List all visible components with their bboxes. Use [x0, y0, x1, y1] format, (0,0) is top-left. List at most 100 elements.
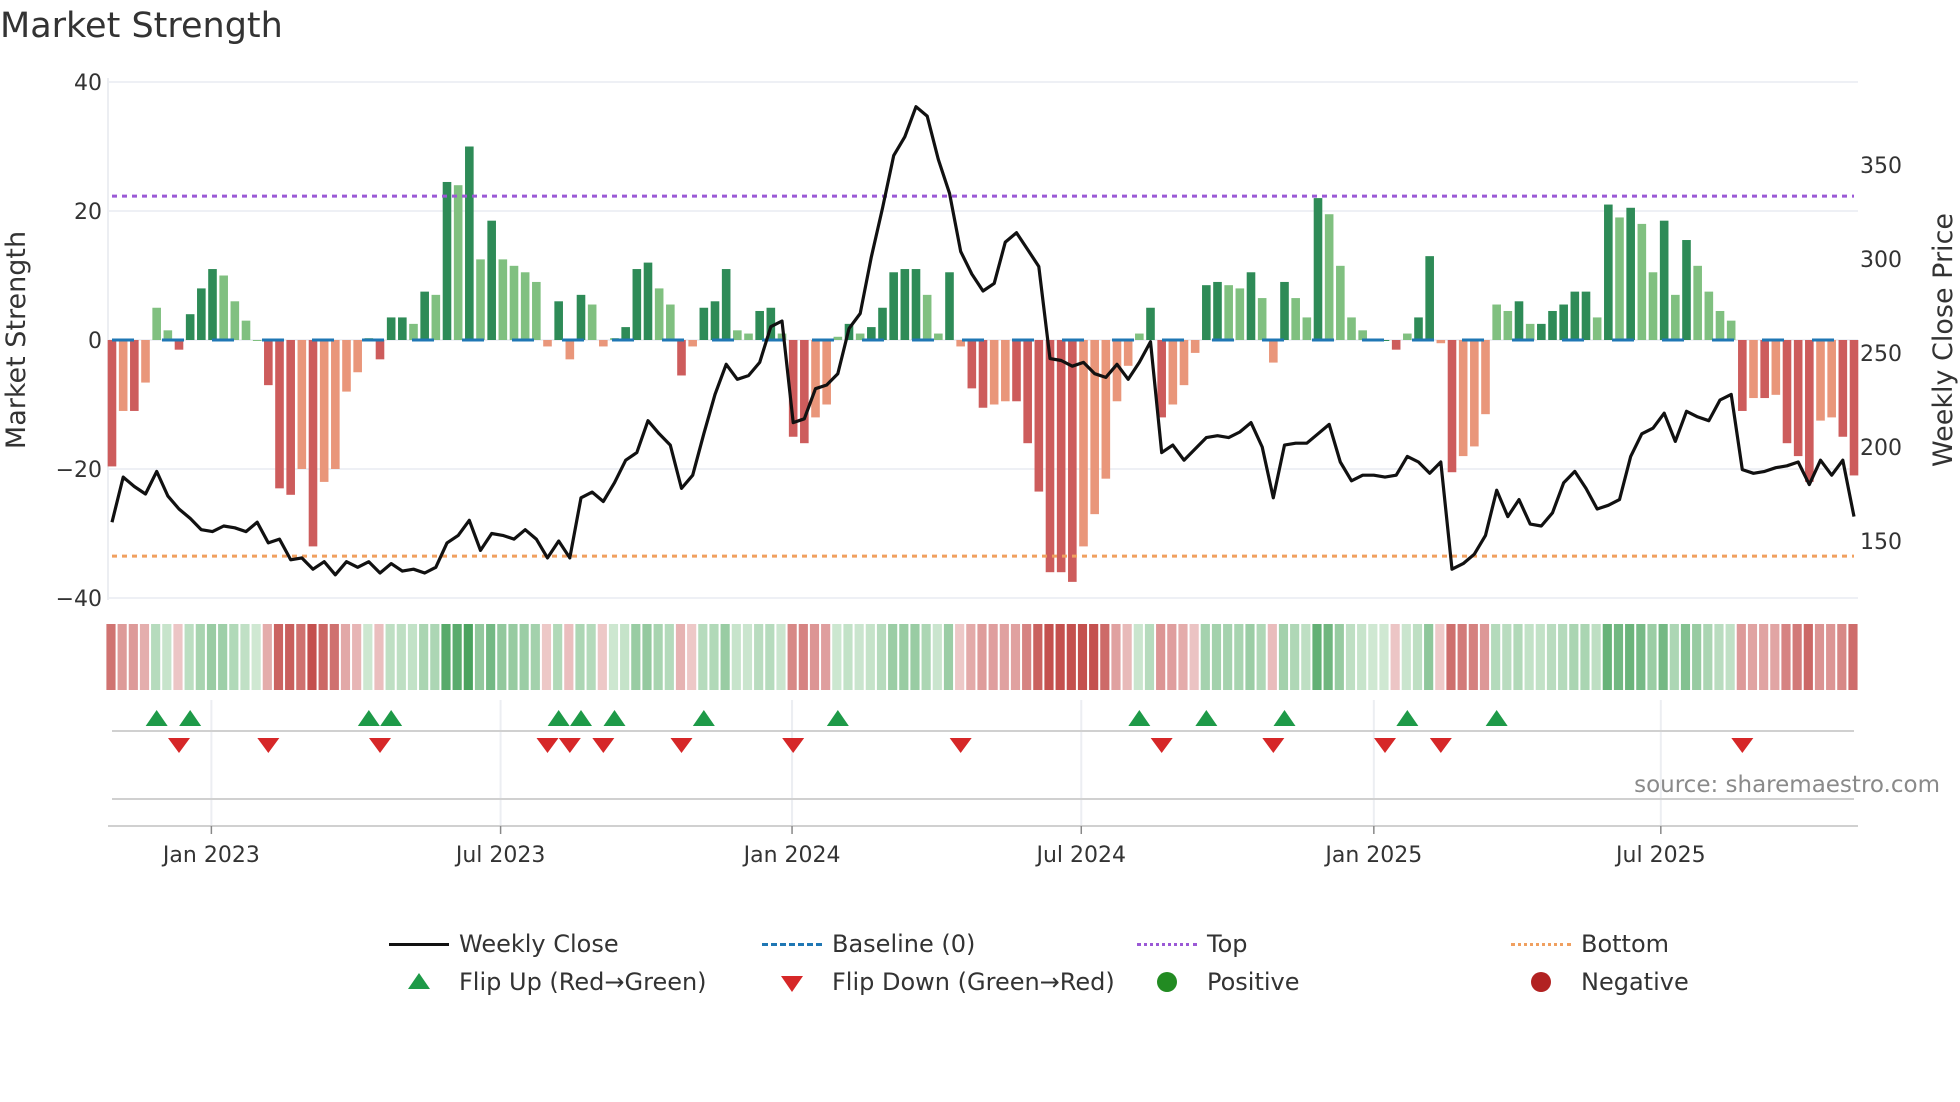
heat-strip-cell — [1848, 624, 1858, 690]
x-tick-label: Jan 2025 — [1323, 843, 1422, 868]
strength-bar — [1704, 291, 1714, 340]
strength-bar — [398, 317, 407, 340]
flip-down-marker — [1731, 738, 1754, 753]
legend-label: Negative — [1581, 968, 1689, 996]
heat-strip-cell — [374, 624, 384, 690]
heat-strip-cell — [1267, 624, 1277, 690]
heat-strip-cell — [1334, 624, 1344, 690]
heat-strip-cell — [1167, 624, 1177, 690]
strength-bar — [1168, 340, 1178, 405]
strength-bar — [118, 340, 128, 411]
strength-bar — [1581, 291, 1591, 340]
heat-strip-cell — [1245, 624, 1255, 690]
dashed-line-swatch-icon — [762, 932, 822, 956]
flip-up-marker — [1485, 710, 1508, 726]
y2-tick-label: 150 — [1860, 530, 1902, 555]
heat-strip-cell — [1412, 624, 1423, 690]
strength-bar — [855, 333, 865, 340]
heat-strip-cell — [318, 624, 328, 690]
legend-label: Positive — [1207, 968, 1300, 996]
strength-bar — [688, 340, 697, 347]
heat-strip-cell — [1111, 624, 1121, 690]
strength-bar — [1481, 340, 1490, 415]
strength-bar — [922, 294, 932, 340]
strength-bar — [1280, 281, 1289, 340]
flip-down-marker — [536, 738, 559, 753]
y2-axis-label: Weekly Close Price — [1928, 213, 1959, 467]
strength-bar — [520, 272, 530, 340]
strength-bar — [1179, 340, 1189, 386]
heat-strip-cell — [206, 624, 217, 690]
flip-up-marker — [570, 710, 592, 726]
strength-bar — [643, 262, 653, 340]
strength-bar — [744, 333, 753, 340]
legend-item-weekly-close[interactable]: Weekly Close — [389, 930, 619, 958]
flip-up-marker — [357, 710, 380, 726]
y-tick-label: 0 — [88, 329, 102, 354]
heat-strip-cell — [1647, 624, 1657, 690]
heat-strip-cell — [999, 624, 1009, 690]
heat-strip-cell — [117, 624, 127, 690]
strength-bar — [252, 340, 262, 341]
strength-bar — [599, 340, 608, 347]
heat-strip-cell — [832, 624, 842, 690]
strength-bar — [174, 340, 184, 350]
strength-bar — [1604, 204, 1613, 340]
strength-bar — [163, 330, 173, 340]
heat-strip-cell — [1591, 624, 1601, 690]
heat-strip-cell — [1357, 624, 1367, 690]
legend-item-top[interactable]: Top — [1137, 930, 1248, 958]
strength-bar — [1548, 310, 1557, 340]
heat-strip-cell — [296, 624, 306, 690]
heat-strip-cell — [363, 624, 373, 690]
heat-strip-cell — [1770, 624, 1780, 690]
strength-bar — [297, 340, 307, 469]
legend-item-flip-up[interactable]: Flip Up (Red→Green) — [389, 968, 707, 996]
strength-bar — [1715, 310, 1725, 340]
strength-bar — [900, 269, 910, 340]
heat-strip-cell — [218, 624, 228, 690]
flip-down-marker — [1374, 738, 1396, 753]
flip-down-marker — [558, 738, 581, 753]
legend-item-baseline[interactable]: Baseline (0) — [762, 930, 975, 958]
strength-bar — [1213, 281, 1222, 340]
strength-bar — [1347, 317, 1356, 340]
legend-item-flip-down[interactable]: Flip Down (Green→Red) — [762, 968, 1115, 996]
strength-bar — [532, 281, 541, 340]
heat-strip-cell — [787, 624, 797, 690]
y-tick-label: 40 — [74, 71, 102, 96]
legend-label: Flip Up (Red→Green) — [459, 968, 707, 996]
y-axis-label: Market Strength — [1, 231, 32, 449]
heat-strip-cell — [1669, 624, 1679, 690]
heat-strip-cell — [608, 624, 619, 690]
heat-strip-cell — [631, 624, 641, 690]
x-tick-label: Jul 2023 — [454, 843, 546, 868]
heat-strip-cell — [1033, 624, 1043, 690]
strength-bar — [1648, 272, 1658, 340]
strength-bar — [1503, 310, 1513, 340]
strength-bar — [241, 320, 251, 340]
strength-bar — [264, 340, 273, 386]
strength-bar — [1559, 304, 1568, 340]
strength-bar — [130, 340, 139, 411]
dotted-line-swatch-icon — [1137, 932, 1197, 956]
heat-strip-cell — [519, 624, 529, 690]
heat-strip-cell — [1055, 624, 1065, 690]
legend-item-negative[interactable]: Negative — [1511, 968, 1689, 996]
strength-bar — [1414, 317, 1423, 340]
legend-item-positive[interactable]: Positive — [1137, 968, 1300, 996]
heat-strip-cell — [1826, 624, 1836, 690]
flip-up-marker — [380, 710, 403, 726]
legend-label: Top — [1207, 930, 1248, 958]
heat-strip-cell — [1144, 624, 1155, 690]
strength-bar — [1023, 340, 1032, 444]
heat-strip-cell — [1636, 624, 1646, 690]
heat-strip-cell — [1401, 624, 1411, 690]
legend-label: Baseline (0) — [832, 930, 976, 958]
strength-bar — [1592, 317, 1602, 340]
heat-strip-cell — [1457, 624, 1467, 690]
heat-strip-cell — [1278, 624, 1289, 690]
heat-strip-cell — [1100, 624, 1110, 690]
heat-strip-cell — [195, 624, 205, 690]
legend-item-bottom[interactable]: Bottom — [1511, 930, 1669, 958]
